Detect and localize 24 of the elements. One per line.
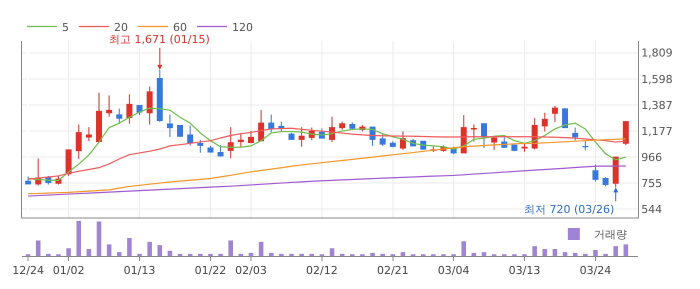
legend-label: 20 xyxy=(114,20,128,34)
x-tick-label: 12/24 xyxy=(12,264,44,278)
x-tick-label: 02/12 xyxy=(306,264,338,278)
y-tick-label: 1,387 xyxy=(641,98,673,112)
x-tick-label: 01/22 xyxy=(194,264,226,278)
legend-label: 120 xyxy=(232,20,253,34)
x-tick-label: 02/03 xyxy=(235,264,267,278)
x-tick-label: 01/13 xyxy=(124,264,156,278)
x-tick-label: 03/24 xyxy=(580,264,612,278)
x-tick-label: 03/04 xyxy=(438,264,470,278)
y-tick-label: 1,809 xyxy=(641,46,673,60)
y-tick-label: 755 xyxy=(641,176,662,190)
x-tick-label: 03/13 xyxy=(508,264,540,278)
y-tick-label: 1,177 xyxy=(641,124,673,138)
annotation: 최고 1,671 (01/15) xyxy=(109,33,210,46)
annotation: 최저 720 (03/26) xyxy=(524,203,614,216)
y-tick-label: 1,598 xyxy=(641,72,673,86)
x-tick-label: 01/02 xyxy=(52,264,84,278)
y-tick-label: 966 xyxy=(641,150,662,164)
legend-label: 거래량 xyxy=(594,228,627,242)
x-tick-label: 02/21 xyxy=(376,264,409,278)
legend-label: 5 xyxy=(62,20,69,34)
y-tick-label: 544 xyxy=(641,203,662,216)
legend-label: 60 xyxy=(173,20,187,34)
